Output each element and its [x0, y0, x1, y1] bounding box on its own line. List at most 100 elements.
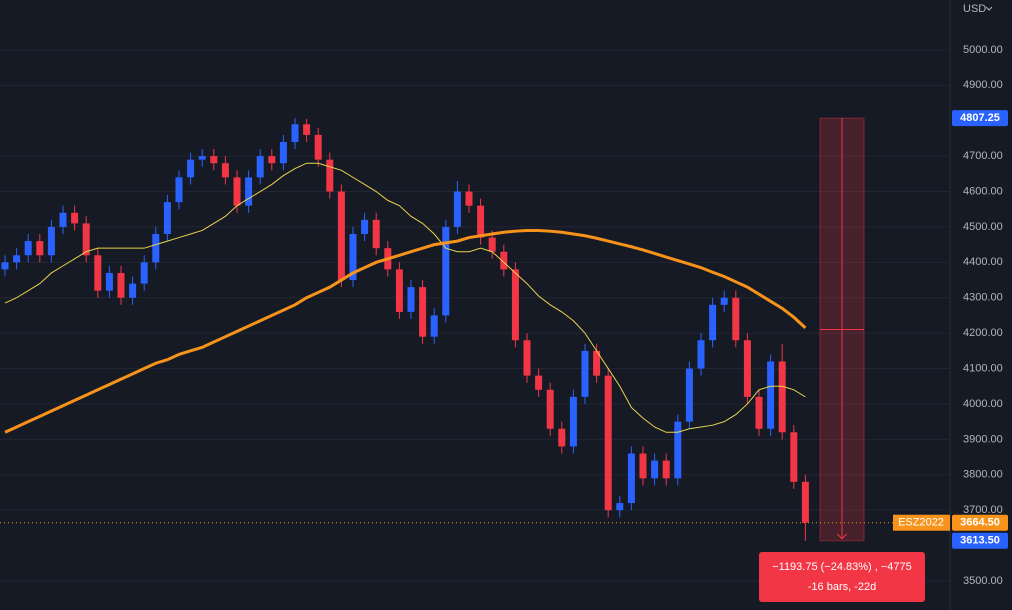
y-tick-label: 4300.00	[963, 292, 1003, 304]
candle-body	[581, 350, 589, 397]
y-tick-label: 3900.00	[963, 433, 1003, 445]
candle-body	[674, 421, 682, 479]
candle-body	[778, 361, 786, 433]
candle-body	[639, 453, 647, 479]
candle-body	[82, 223, 90, 256]
candle-body	[523, 340, 531, 376]
symbol-badge	[893, 514, 950, 531]
y-tick-label: 4900.00	[963, 79, 1003, 91]
candle-body	[303, 124, 311, 135]
candle-body	[430, 315, 438, 337]
measure-arrowhead	[836, 533, 848, 540]
candle-body	[616, 503, 624, 511]
candle-body	[233, 177, 241, 206]
measure-text: -16 bars, -22d	[808, 581, 876, 593]
price-label: 3613.50	[960, 535, 1000, 547]
symbol-label: ESZ2022	[898, 517, 944, 529]
candle-body	[546, 389, 554, 429]
candle-body	[743, 340, 751, 397]
y-tick-label: 4200.00	[963, 327, 1003, 339]
candle-body	[593, 350, 601, 376]
price-label: 4807.25	[960, 112, 1000, 124]
candle-body	[163, 202, 171, 235]
y-tick-label: 4100.00	[963, 362, 1003, 374]
candle-body	[36, 241, 44, 256]
candle-body	[175, 177, 183, 203]
candle-body	[767, 361, 775, 429]
candle-body	[453, 191, 461, 227]
candle-body	[395, 269, 403, 312]
candle-body	[245, 177, 253, 206]
candle-body	[720, 297, 728, 305]
candle-body	[685, 368, 693, 422]
candle-body	[210, 156, 218, 164]
candle-body	[47, 226, 55, 256]
candle-body	[152, 234, 160, 263]
candle-body	[105, 272, 113, 291]
candle-body	[511, 269, 519, 341]
candle-body	[419, 287, 427, 337]
measure-box	[759, 552, 925, 602]
y-tick-label: 4600.00	[963, 185, 1003, 197]
candle-body	[407, 287, 415, 312]
candle-body	[500, 251, 508, 270]
moving-average	[4, 162, 806, 433]
candle-body	[140, 262, 148, 284]
candle-body	[256, 156, 264, 178]
price-badge	[952, 532, 1008, 549]
candle-body	[651, 460, 659, 479]
candle-body	[604, 375, 612, 511]
candle-body	[279, 141, 287, 164]
candle-body	[465, 191, 473, 206]
candle-body	[755, 396, 763, 429]
candle-body	[535, 375, 543, 390]
candle-body	[372, 219, 380, 249]
currency-caret[interactable]	[985, 6, 993, 11]
candle-body	[627, 453, 635, 504]
candle-body	[790, 432, 798, 482]
price-label: 3664.50	[960, 517, 1000, 529]
candle-body	[221, 163, 229, 178]
y-tick-label: 4700.00	[963, 150, 1003, 162]
y-tick-label: 4400.00	[963, 256, 1003, 268]
candle-body	[314, 134, 322, 160]
candle-body	[349, 234, 357, 281]
y-tick-label: 3700.00	[963, 504, 1003, 516]
measure-text: −1193.75 (−24.83%) , −4775	[772, 561, 912, 573]
price-badge	[952, 514, 1008, 531]
candle-body	[117, 272, 125, 298]
candle-body	[662, 460, 670, 479]
y-tick-label: 4000.00	[963, 398, 1003, 410]
grid	[0, 49, 950, 582]
candle-body	[198, 156, 206, 160]
candle-body	[326, 159, 334, 192]
candle-body	[477, 205, 485, 238]
candle-body	[71, 212, 79, 224]
candle-body	[291, 124, 299, 142]
candle-body	[59, 212, 67, 227]
moving-average	[4, 228, 807, 434]
y-tick-label: 4500.00	[963, 221, 1003, 233]
candle-body	[442, 226, 450, 316]
candle-body	[569, 396, 577, 447]
price-badge	[952, 110, 1008, 127]
candle-body	[187, 159, 195, 178]
candle-body	[1, 262, 9, 270]
candle-body	[709, 304, 717, 341]
candle-body	[801, 481, 809, 523]
candle-body	[361, 219, 369, 235]
candle-body	[129, 283, 137, 298]
y-tick-label: 5000.00	[963, 44, 1003, 56]
candle-body	[488, 237, 496, 252]
y-tick-label: 3500.00	[963, 575, 1003, 587]
currency-label[interactable]: USD	[963, 3, 986, 15]
candle-body	[732, 297, 740, 341]
candle-body	[24, 241, 32, 256]
candle-body	[558, 428, 566, 447]
candle-body	[94, 255, 102, 291]
candle-body	[697, 340, 705, 369]
candle-body	[337, 191, 345, 281]
y-tick-label: 3800.00	[963, 469, 1003, 481]
